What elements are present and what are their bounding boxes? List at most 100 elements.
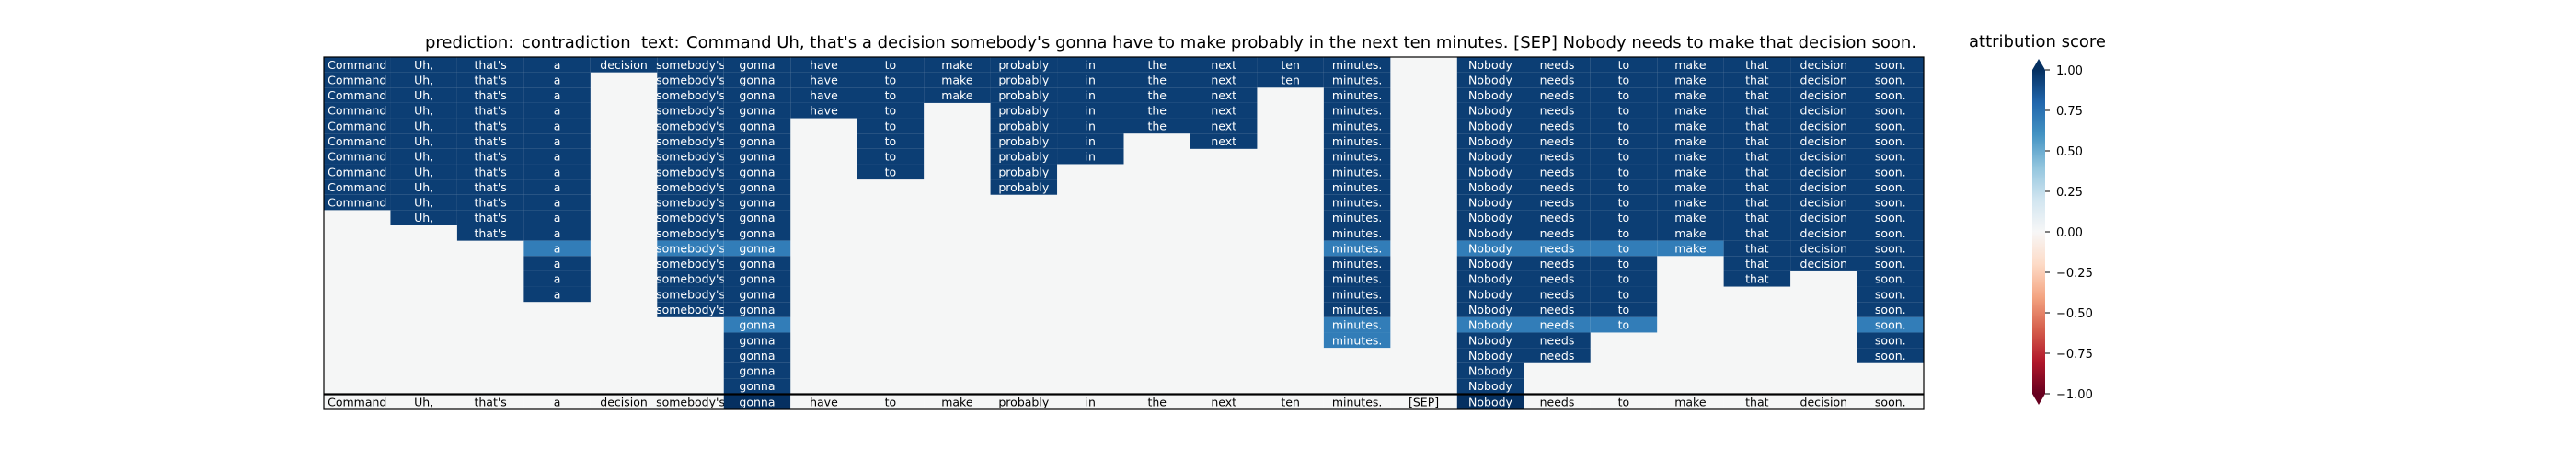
heatmap-cell-label: make xyxy=(1674,150,1707,164)
heatmap-cell-label: next xyxy=(1211,134,1236,148)
heatmap-cell-label: that's xyxy=(474,165,506,178)
heatmap-cell-label: Nobody xyxy=(1468,364,1513,378)
heatmap-cell xyxy=(1857,225,1924,241)
heatmap-cell-label: soon. xyxy=(1875,196,1906,210)
heatmap-cell xyxy=(1790,57,1857,73)
heatmap-cell xyxy=(1590,179,1658,195)
heatmap-cell-label: a xyxy=(554,196,561,210)
heatmap-cell xyxy=(1323,286,1391,303)
token-strip-cell xyxy=(390,395,457,409)
heatmap-cell xyxy=(990,179,1058,195)
heatmap-cell-label: somebody's xyxy=(656,196,725,210)
heatmap-cell xyxy=(1123,102,1190,119)
heatmap-cell xyxy=(1790,133,1857,149)
heatmap-cell-label: needs xyxy=(1540,73,1575,86)
heatmap-cell xyxy=(456,210,524,225)
colorbar-tick-label: 0.50 xyxy=(2056,145,2083,159)
heatmap-cell xyxy=(1524,270,1591,287)
heatmap-cell xyxy=(657,72,724,88)
heatmap-cell xyxy=(523,240,591,257)
heatmap-cell xyxy=(924,87,991,103)
heatmap-cell xyxy=(324,194,391,211)
heatmap-cell-label: needs xyxy=(1540,333,1575,347)
heatmap-cell xyxy=(1323,210,1391,225)
heatmap-cell-label: make xyxy=(1674,226,1707,240)
heatmap-cell xyxy=(1657,72,1724,88)
token-strip-cell xyxy=(1390,395,1457,409)
heatmap-cell xyxy=(456,194,524,211)
heatmap-cell xyxy=(1790,194,1857,211)
token-strip-label: next xyxy=(1211,396,1236,409)
heatmap-cell-label: that's xyxy=(474,196,506,210)
heatmap-cell xyxy=(1524,256,1591,271)
heatmap-cell xyxy=(1323,240,1391,257)
heatmap-cell-label: Nobody xyxy=(1468,241,1513,255)
heatmap-cell-label: somebody's xyxy=(656,150,725,164)
heatmap-cell xyxy=(1723,270,1791,287)
heatmap-cell xyxy=(1657,179,1724,195)
heatmap-cell-label: Nobody xyxy=(1468,73,1513,86)
heatmap-cell xyxy=(1456,118,1524,134)
heatmap-cell xyxy=(723,57,791,73)
heatmap-cell xyxy=(1456,133,1524,149)
token-strip-label: ten xyxy=(1281,396,1300,409)
heatmap-cell-label: decision xyxy=(1800,211,1848,224)
heatmap-cell xyxy=(1456,302,1524,317)
heatmap-cell xyxy=(1323,225,1391,241)
heatmap-cell-label: decision xyxy=(1800,196,1848,210)
token-strip-label: have xyxy=(810,396,838,409)
heatmap-cell-label: in xyxy=(1086,58,1096,72)
heatmap-cell-label: needs xyxy=(1540,318,1575,332)
chart-title-prediction-label: prediction: xyxy=(425,33,513,52)
heatmap-cell-label: to xyxy=(1618,134,1630,148)
heatmap-cell-label: minutes. xyxy=(1332,318,1383,332)
heatmap-cell-label: Nobody xyxy=(1468,150,1513,164)
heatmap-cell xyxy=(990,118,1058,134)
heatmap-cell xyxy=(790,102,857,119)
colorbar-tick-label: 1.00 xyxy=(2056,64,2083,78)
heatmap-cell xyxy=(1790,210,1857,225)
token-strip-cell xyxy=(1123,395,1190,409)
heatmap-cell-label: soon. xyxy=(1875,180,1906,194)
heatmap-cell xyxy=(523,210,591,225)
heatmap-cell-label: a xyxy=(554,165,561,178)
heatmap-cell-label: soon. xyxy=(1875,58,1906,72)
heatmap-cell-label: needs xyxy=(1540,104,1575,118)
heatmap-cell-label: gonna xyxy=(739,150,775,164)
token-strip-cell xyxy=(857,395,925,409)
heatmap-cell-label: decision xyxy=(1800,226,1848,240)
token-strip-label: Uh, xyxy=(414,396,433,409)
heatmap-cell-label: make xyxy=(1674,165,1707,178)
heatmap-cell xyxy=(1723,240,1791,257)
heatmap-cell xyxy=(723,194,791,211)
heatmap-cell xyxy=(657,87,724,103)
heatmap-cell-label: ten xyxy=(1281,58,1300,72)
heatmap-cell-label: Nobody xyxy=(1468,134,1513,148)
heatmap-cell xyxy=(1257,57,1324,73)
heatmap-cell-label: gonna xyxy=(739,73,775,86)
heatmap-cell xyxy=(1190,118,1258,134)
heatmap-cell-label: a xyxy=(554,287,561,301)
heatmap-cell-label: have xyxy=(810,88,838,102)
heatmap-cell xyxy=(990,148,1058,165)
heatmap-cell-label: make xyxy=(1674,180,1707,194)
heatmap-cell xyxy=(924,57,991,73)
token-strip-label: somebody's xyxy=(656,396,725,409)
heatmap-cell-label: gonna xyxy=(739,333,775,347)
heatmap-cell xyxy=(324,179,391,195)
heatmap-cell xyxy=(1190,57,1258,73)
heatmap-cell xyxy=(1456,378,1524,394)
heatmap-cell xyxy=(990,87,1058,103)
token-strip-label: needs xyxy=(1540,396,1575,409)
heatmap-cell-label: decision xyxy=(1800,88,1848,102)
heatmap-cell-label: to xyxy=(1618,73,1630,86)
heatmap-cell xyxy=(657,164,724,180)
heatmap-cell xyxy=(1524,133,1591,149)
heatmap-cell xyxy=(1524,87,1591,103)
heatmap-cell-label: needs xyxy=(1540,349,1575,362)
heatmap-cell xyxy=(1323,270,1391,287)
heatmap-cell-label: that xyxy=(1745,226,1768,240)
heatmap-cell xyxy=(523,179,591,195)
heatmap-cell xyxy=(1857,72,1924,88)
heatmap-cell-label: probably xyxy=(998,119,1049,132)
